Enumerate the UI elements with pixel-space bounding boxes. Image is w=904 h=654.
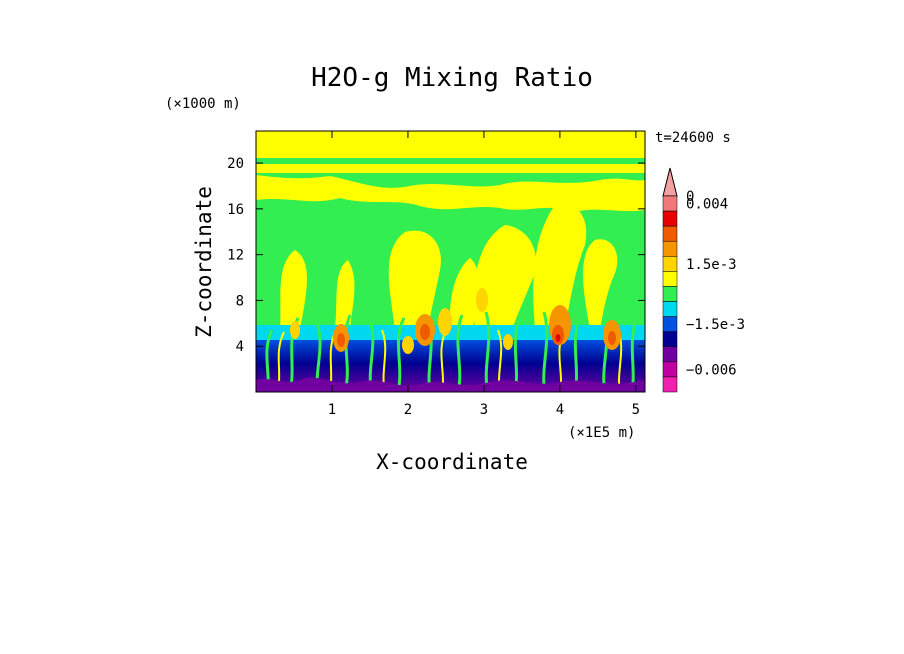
plot-frame xyxy=(255,130,646,393)
colorbar-segment xyxy=(662,210,678,227)
y-tick-label: 16 xyxy=(227,202,244,218)
y-tick-label: 4 xyxy=(236,339,244,355)
y-axis: 4 8 12 16 20 xyxy=(227,156,645,355)
x-axis: 1 2 3 4 5 xyxy=(328,131,640,418)
colorbar-segment xyxy=(662,225,678,242)
y-tick-label: 12 xyxy=(227,248,244,264)
colorbar-overflow-arrow xyxy=(662,167,678,197)
surface-dry-patches xyxy=(256,377,645,392)
plume-stems-yellow xyxy=(277,329,623,392)
x-tick-label: 5 xyxy=(632,402,640,418)
y-tick-label: 8 xyxy=(236,293,244,309)
x-tick-label: 4 xyxy=(556,402,564,418)
colorbar-segment xyxy=(662,316,678,332)
colorbar-label: 1.5e-3 xyxy=(686,257,737,273)
colorbar-labels: 0.004 1.5e-3 0 −1.5e-3 −0.006 xyxy=(686,189,745,378)
convective-plumes xyxy=(280,204,618,330)
chart-title: H2O-g Mixing Ratio xyxy=(311,63,593,93)
plume-stems xyxy=(265,311,638,392)
y-axis-label: Z-coordinate xyxy=(192,186,216,338)
colorbar-label: −1.5e-3 xyxy=(686,317,745,333)
moist-cores xyxy=(290,288,621,354)
colorbar-label: −0.006 xyxy=(686,362,737,378)
plot-area xyxy=(256,131,645,392)
colorbar xyxy=(662,167,678,393)
x-unit-label: (×1E5 m) xyxy=(568,425,635,441)
colorbar-segment xyxy=(662,331,678,348)
colorbar-label: 0 xyxy=(686,189,694,205)
upper-moist-layer xyxy=(256,131,645,159)
x-tick-label: 3 xyxy=(480,402,488,418)
colorbar-segment xyxy=(662,376,678,393)
colorbar-segment xyxy=(662,286,678,302)
upper-moist-blobs xyxy=(256,175,645,212)
x-tick-label: 2 xyxy=(404,402,412,418)
colorbar-segment xyxy=(662,361,678,378)
colorbar-segment xyxy=(662,240,678,257)
y-unit-label: (×1000 m) xyxy=(165,96,241,112)
colorbar-segment xyxy=(662,346,678,363)
colorbar-segment xyxy=(662,195,678,212)
upper-dry-band xyxy=(256,158,645,164)
colorbar-label: 0.004 xyxy=(686,197,728,213)
x-axis-label: X-coordinate xyxy=(376,450,528,474)
x-tick-label: 1 xyxy=(328,402,336,418)
colorbar-segment xyxy=(662,256,678,272)
colorbar-segment xyxy=(662,301,678,317)
colorbar-segment xyxy=(662,271,678,287)
y-tick-label: 20 xyxy=(227,156,244,172)
upper-moist-band xyxy=(256,164,645,173)
time-label: t=24600 s xyxy=(655,130,731,146)
